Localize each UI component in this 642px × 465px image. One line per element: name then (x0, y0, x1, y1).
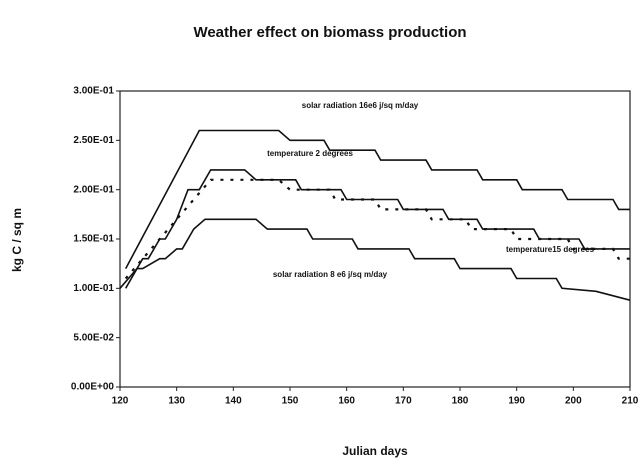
y-axis-label: kg C / sq m (10, 208, 24, 272)
series-line (119, 218, 631, 301)
y-tick-label: 0.00E+00 (71, 382, 115, 393)
series-label: temperature15 degrees (506, 245, 595, 254)
y-tick-label: 1.50E-01 (73, 234, 114, 245)
x-tick-label: 190 (508, 396, 525, 407)
series-line (124, 178, 630, 280)
x-axis-label: Julian days (342, 444, 408, 458)
series-line (124, 129, 630, 269)
y-tick-label: 1.00E-01 (73, 283, 114, 294)
y-tick-label: 2.00E-01 (73, 184, 114, 195)
x-tick-label: 210 (622, 396, 639, 407)
series-label: temperature 2 degrees (267, 149, 353, 158)
series-label: solar radiation 16e6 j/sq m/day (302, 101, 419, 110)
x-tick-label: 180 (452, 396, 469, 407)
chart-title: Weather effect on biomass production (193, 24, 466, 41)
x-tick-label: 140 (225, 396, 242, 407)
series-label: solar radiation 8 e6 j/sq m/day (273, 270, 388, 279)
series-line (125, 169, 630, 289)
y-tick-label: 5.00E-02 (73, 332, 114, 343)
y-tick-label: 2.50E-01 (73, 135, 114, 146)
x-tick-label: 200 (565, 396, 582, 407)
x-tick-label: 150 (282, 396, 299, 407)
x-tick-label: 120 (112, 396, 129, 407)
x-tick-label: 170 (395, 396, 412, 407)
x-tick-label: 130 (168, 396, 185, 407)
x-tick-label: 160 (338, 396, 355, 407)
y-tick-label: 3.00E-01 (73, 86, 114, 97)
